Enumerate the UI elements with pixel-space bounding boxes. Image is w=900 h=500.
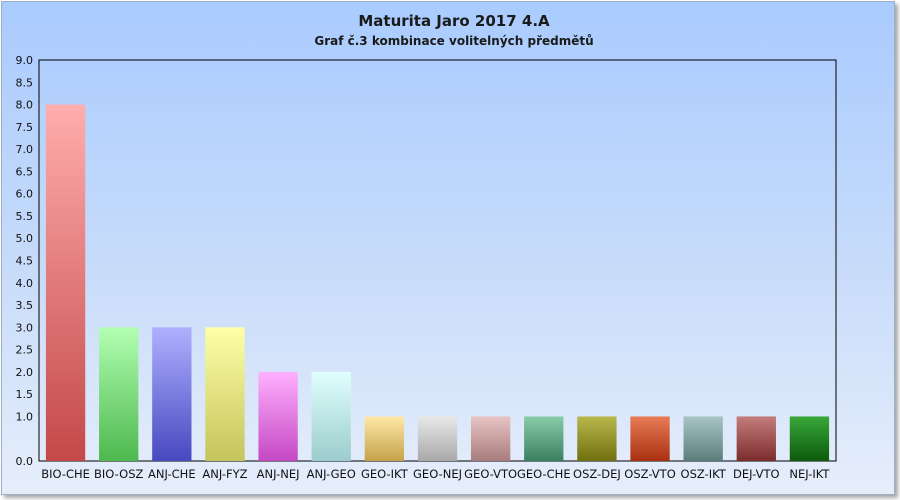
x-tick-label: NEJ-IKT (789, 467, 830, 481)
bar-osz-ikt (683, 416, 723, 461)
bar-geo-che (524, 416, 564, 461)
x-tick-label: GEO-IKT (361, 467, 409, 481)
y-tick-label: 5.0 (16, 232, 34, 245)
y-tick-label: 5.5 (16, 210, 34, 223)
y-tick-label: 7.5 (16, 121, 34, 134)
x-tick-label: ANJ-GEO (307, 467, 356, 481)
y-tick-label: 6.5 (16, 165, 34, 178)
x-tick-label: ANJ-FYZ (202, 467, 247, 481)
bar-anj-nej (258, 371, 298, 461)
bar-geo-ikt (364, 416, 405, 461)
bars (45, 104, 830, 462)
bar-geo-vto (470, 416, 511, 461)
bar-anj-fyz (205, 327, 245, 461)
bar-nej-ikt (789, 416, 830, 461)
y-tick-label: 3.0 (16, 321, 34, 334)
bar-anj-geo (311, 371, 351, 461)
x-tick-label: OSZ-IKT (681, 467, 727, 481)
x-tick-label: BIO-OSZ (94, 467, 143, 481)
chart-title: Maturita Jaro 2017 4.A (358, 12, 550, 30)
y-tick-label: 1.0 (16, 410, 34, 423)
bar-osz-dej (577, 416, 617, 461)
y-tick-label: 6.0 (16, 188, 34, 201)
x-tick-label: ANJ-CHE (148, 467, 196, 481)
y-tick-label: 8.5 (16, 76, 34, 89)
y-tick-label: 8.0 (16, 99, 34, 112)
x-tick-label: ANJ-NEJ (257, 467, 300, 481)
y-tick-label: 1.5 (16, 388, 34, 401)
x-tick-label: OSZ-VTO (624, 467, 675, 481)
y-tick-label: 4.0 (16, 277, 34, 290)
y-tick-label: 4.5 (16, 255, 34, 268)
x-tick-label: GEO-VTO (464, 467, 517, 481)
y-axis: 0.0 1.0 1.5 2.0 2.5 3.0 3.5 4.0 4.5 5.0 5.5 6.0 6.5 7… (16, 54, 34, 468)
bar-bio-osz (99, 327, 139, 461)
x-axis: BIO-CHE BIO-OSZ ANJ-CHE ANJ-FYZ ANJ-NEJ ANJ-G… (41, 467, 830, 481)
bar-chart: Maturita Jaro 2017 4.A Graf č.3 kombinac… (16, 12, 837, 481)
y-tick-label: 7.0 (16, 143, 34, 156)
chart-subtitle: Graf č.3 kombinace volitelných předmětů (314, 34, 593, 48)
y-tick-label: 0.0 (16, 455, 34, 468)
bar-geo-nej (417, 416, 458, 461)
bar-anj-che (152, 327, 192, 461)
y-tick-label: 2.0 (16, 366, 34, 379)
bar-dej-vto (736, 416, 776, 461)
y-tick-label: 2.5 (16, 344, 34, 357)
bar-bio-che (45, 104, 86, 462)
x-tick-label: OSZ-DEJ (573, 467, 621, 481)
x-tick-label: GEO-NEJ (413, 467, 462, 481)
x-tick-label: DEJ-VTO (733, 467, 780, 481)
x-tick-label: GEO-CHE (517, 467, 571, 481)
y-tick-label: 9.0 (16, 54, 34, 67)
bar-osz-vto (630, 416, 670, 461)
y-tick-label: 3.5 (16, 299, 34, 312)
x-tick-label: BIO-CHE (41, 467, 90, 481)
